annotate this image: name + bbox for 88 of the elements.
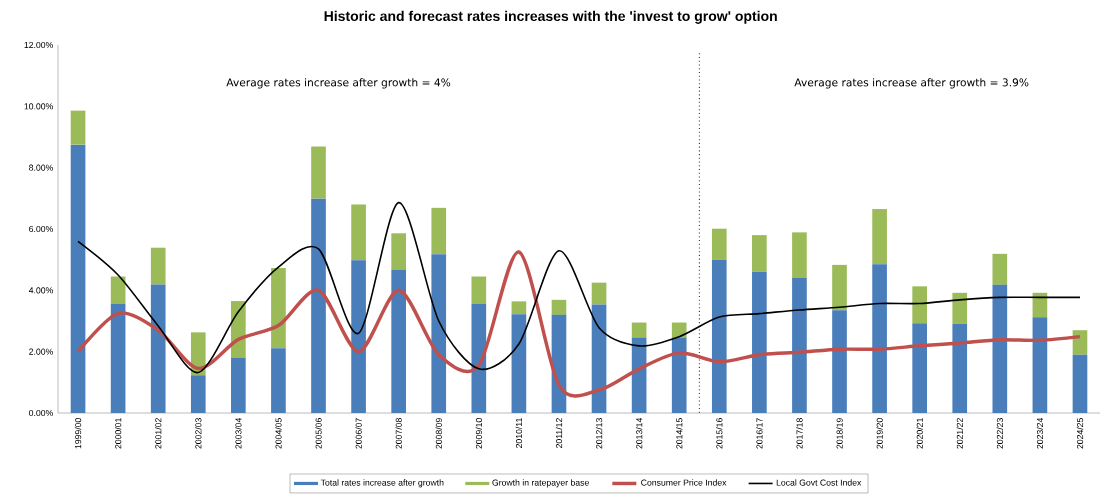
x-tick-label: 2023/24: [1036, 417, 1044, 449]
x-tick-label: 1999/00: [74, 418, 82, 449]
line-series: [77, 201, 1081, 374]
bar: [391, 233, 406, 271]
bar: [1072, 354, 1088, 413]
bar: [231, 357, 246, 413]
bar: [591, 282, 607, 305]
x-tick-label: 2017/18: [796, 418, 803, 449]
x-tick-label: 2015/16: [716, 418, 723, 449]
x-tick-label: 2000/01: [114, 418, 122, 449]
bar: [70, 110, 86, 145]
bar: [872, 209, 887, 265]
bar: [351, 204, 366, 261]
y-tick-label: 8.00%: [29, 164, 53, 171]
bar: [711, 259, 727, 413]
bar: [952, 292, 968, 324]
x-tick-label: 2019/20: [876, 418, 883, 449]
x-tick-label: 2024/25: [1076, 418, 1084, 449]
annotation: Average rates increase after growth = 4%: [226, 78, 451, 89]
legend-label: Consumer Price Index: [641, 479, 727, 486]
annotation: Average rates increase after growth = 3.9%: [794, 78, 1029, 89]
y-tick-label: 6.00%: [29, 225, 53, 233]
x-tick-label: 2003/04: [235, 417, 242, 449]
bar: [110, 276, 126, 304]
bar: [271, 348, 286, 413]
bar: [992, 284, 1008, 413]
bar: [271, 267, 286, 349]
bar: [511, 314, 527, 413]
bar: [551, 299, 567, 315]
bar: [671, 337, 687, 413]
legend-label: Total rates increase after growth: [320, 479, 444, 488]
legend-label: Growth in ratepayer base: [492, 479, 589, 488]
y-tick-label: 0.00%: [29, 409, 53, 417]
chart-title: Historic and forecast rates increases with the 'invest to grow' option: [324, 10, 777, 24]
x-tick-label: 2016/17: [756, 418, 763, 449]
x-tick-label: 2010/11: [515, 418, 523, 448]
bar: [311, 146, 326, 199]
x-tick-label: 2012/13: [595, 418, 603, 449]
x-tick-label: 2022/23: [996, 418, 1003, 449]
bar: [150, 247, 166, 285]
bar: [431, 254, 447, 413]
bar: [992, 253, 1008, 285]
bar: [912, 286, 927, 324]
bar: [591, 304, 607, 413]
bar: [952, 323, 968, 413]
bar: [471, 303, 487, 413]
bar: [711, 228, 727, 260]
bar: [752, 235, 767, 272]
x-tick-label: 2020/21: [916, 418, 923, 449]
bar: [110, 303, 126, 413]
x-tick-label: 2007/08: [395, 418, 402, 449]
x-tick-label: 2001/02: [155, 418, 162, 449]
bar: [1072, 330, 1088, 355]
x-tick-label: 2002/03: [195, 418, 202, 449]
bar: [832, 310, 847, 413]
x-tick-label: 2006/07: [355, 418, 362, 449]
bar: [431, 207, 447, 255]
x-tick-label: 2009/10: [475, 418, 482, 449]
bar: [311, 198, 326, 413]
x-tick-label: 2004/05: [275, 418, 282, 449]
bar: [391, 270, 406, 413]
bar: [190, 375, 206, 413]
legend-label: Local Govt Cost Index: [776, 479, 862, 486]
x-tick-label: 2013/14: [635, 417, 643, 449]
y-tick-label: 12.00%: [24, 41, 53, 49]
bar: [471, 276, 487, 304]
bar: [792, 232, 807, 279]
bar: [631, 322, 647, 338]
bar: [511, 301, 527, 315]
bar: [752, 271, 767, 413]
bar: [912, 323, 927, 413]
x-tick-label: 2005/06: [315, 418, 322, 449]
x-tick-label: 2008/09: [435, 418, 442, 449]
bar: [832, 264, 847, 311]
bar: [70, 144, 86, 413]
bar: [150, 284, 166, 413]
x-tick-label: 2018/19: [836, 418, 843, 449]
bar: [671, 322, 687, 338]
y-tick-label: 10.00%: [24, 103, 53, 110]
y-tick-label: 2.00%: [29, 348, 53, 355]
bar: [1032, 317, 1048, 413]
x-tick-label: 2011/12: [555, 418, 563, 448]
x-tick-label: 2021/22: [956, 418, 963, 449]
bar: [872, 264, 887, 413]
y-tick-label: 4.00%: [28, 287, 53, 294]
bar: [351, 260, 366, 413]
bar: [792, 278, 807, 413]
x-tick-label: 2014/15: [676, 418, 683, 449]
